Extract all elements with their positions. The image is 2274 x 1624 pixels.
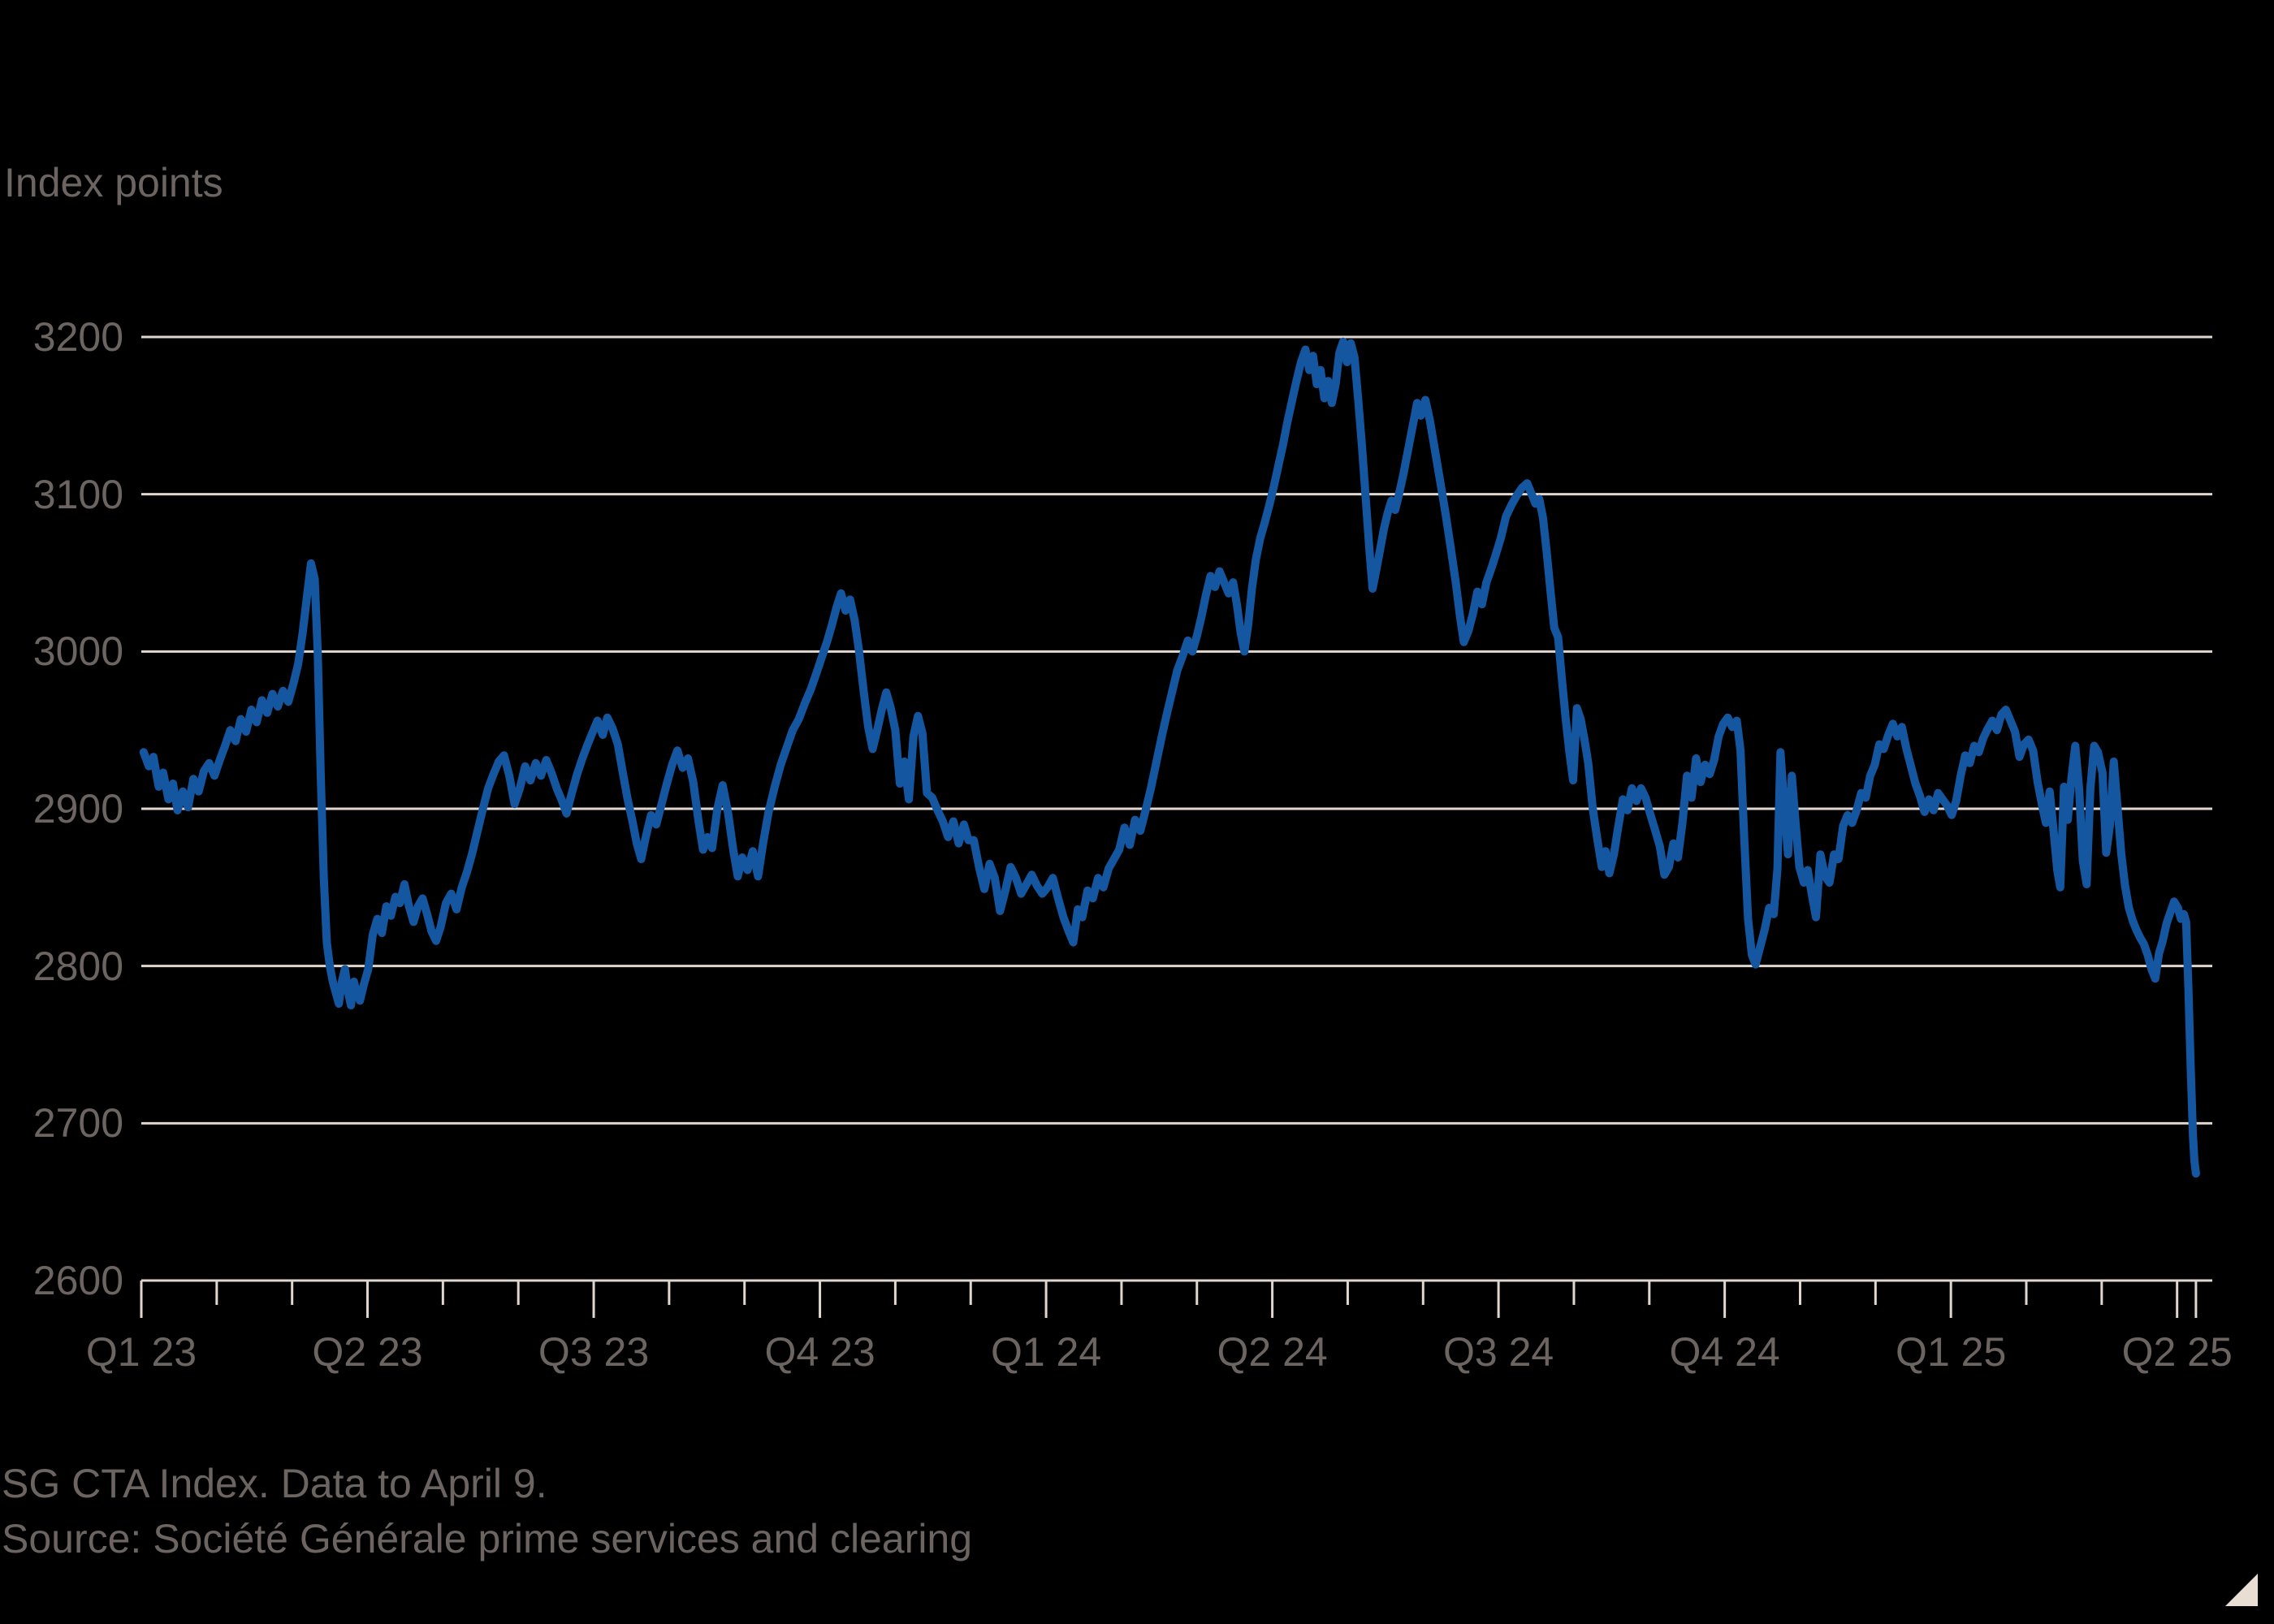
x-axis-label: Q2 24	[1217, 1329, 1328, 1375]
y-axis-label: 2600	[32, 1258, 123, 1303]
x-axis-label: Q3 24	[1443, 1329, 1554, 1375]
y-axis-label: 2700	[32, 1100, 123, 1147]
y-axis-label: 3100	[32, 471, 123, 517]
x-axis-label: Q4 23	[764, 1329, 875, 1375]
y-axis-label: 3000	[32, 628, 123, 675]
x-axis-label: Q1 23	[85, 1329, 197, 1375]
x-axis-label: Q1 24	[990, 1329, 1102, 1375]
chart-footnote: SG CTA Index. Data to April 9.	[2, 1461, 547, 1506]
y-axis-label: 2800	[32, 943, 123, 989]
x-axis-label: Q1 25	[1896, 1329, 2007, 1375]
x-axis-label: Q4 24	[1669, 1329, 1780, 1375]
y-axis-unit-label: Index points	[4, 160, 223, 205]
x-axis-label: Q3 23	[538, 1329, 650, 1375]
index-line	[139, 337, 2200, 1178]
chart-source: Source: Société Générale prime services …	[2, 1516, 973, 1561]
y-axis-label: 3200	[32, 314, 123, 360]
x-axis-label: Q2 23	[312, 1329, 423, 1375]
corner-triangle-icon	[2225, 1574, 2258, 1606]
y-axis-label: 2900	[32, 786, 123, 831]
x-axis-label: Q2 25	[2121, 1329, 2233, 1375]
